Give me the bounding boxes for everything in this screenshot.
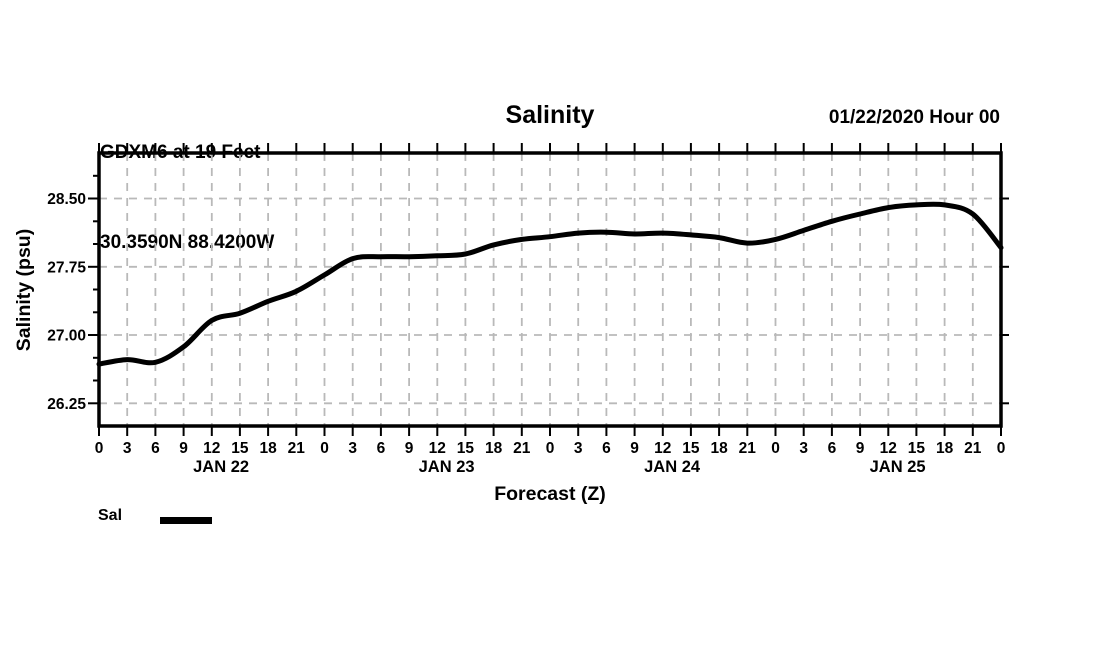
x-tick-label: 0 [997, 440, 1006, 457]
day-label: JAN 25 [870, 458, 926, 476]
x-tick-label: 12 [880, 440, 897, 457]
x-tick-label: 6 [602, 440, 611, 457]
plot-border [97, 151, 1003, 428]
x-tick-label: 12 [654, 440, 671, 457]
x-tick-label: 18 [936, 440, 954, 457]
y-tick-label: 27.00 [47, 328, 86, 345]
page-title: Salinity [505, 101, 595, 129]
x-tick-label: 0 [546, 440, 555, 457]
legend-label: Sal [98, 507, 123, 524]
x-tick-label: 9 [405, 440, 414, 457]
x-tick-label: 6 [828, 440, 837, 457]
x-tick-label: 6 [377, 440, 386, 457]
x-tick-label: 18 [710, 440, 728, 457]
y-tick-label: 28.50 [47, 191, 86, 208]
x-tick-label: 9 [179, 440, 188, 457]
x-tick-label: 3 [574, 440, 583, 457]
x-tick-label: 18 [485, 440, 503, 457]
x-axis-label: Forecast (Z) [494, 483, 606, 505]
x-tick-label: 0 [95, 440, 104, 457]
x-tick-label: 21 [739, 440, 757, 457]
x-tick-label: 12 [203, 440, 220, 457]
x-tick-label: 21 [513, 440, 531, 457]
day-label: JAN 24 [644, 458, 701, 476]
x-tick-label: 0 [320, 440, 329, 457]
x-tick-label: 9 [856, 440, 865, 457]
day-label: JAN 23 [419, 458, 475, 476]
x-tick-label: 15 [908, 440, 926, 457]
x-tick-label: 0 [771, 440, 780, 457]
day-label: JAN 22 [193, 458, 249, 476]
x-tick-label: 21 [964, 440, 982, 457]
legend-line-swatch [160, 517, 212, 524]
x-tick-label: 3 [348, 440, 357, 457]
x-tick-label: 9 [630, 440, 639, 457]
x-tick-label: 3 [799, 440, 808, 457]
x-tick-label: 3 [123, 440, 132, 457]
y-tick-label: 27.75 [47, 259, 86, 276]
x-tick-label: 12 [429, 440, 446, 457]
x-tick-label: 18 [259, 440, 277, 457]
salinity-curve [96, 201, 1004, 367]
y-tick-label: 26.25 [47, 396, 86, 413]
station-coordinates: 30.3590N 88.4200W [100, 232, 275, 253]
x-tick-label: 15 [682, 440, 700, 457]
x-tick-label: 15 [231, 440, 249, 457]
forecast-datetime: 01/22/2020 Hour 00 [828, 107, 1000, 128]
y-axis-label: Salinity (psu) [13, 229, 35, 351]
x-tick-label: 15 [457, 440, 475, 457]
x-tick-label: 21 [288, 440, 306, 457]
x-tick-label: 6 [151, 440, 160, 457]
